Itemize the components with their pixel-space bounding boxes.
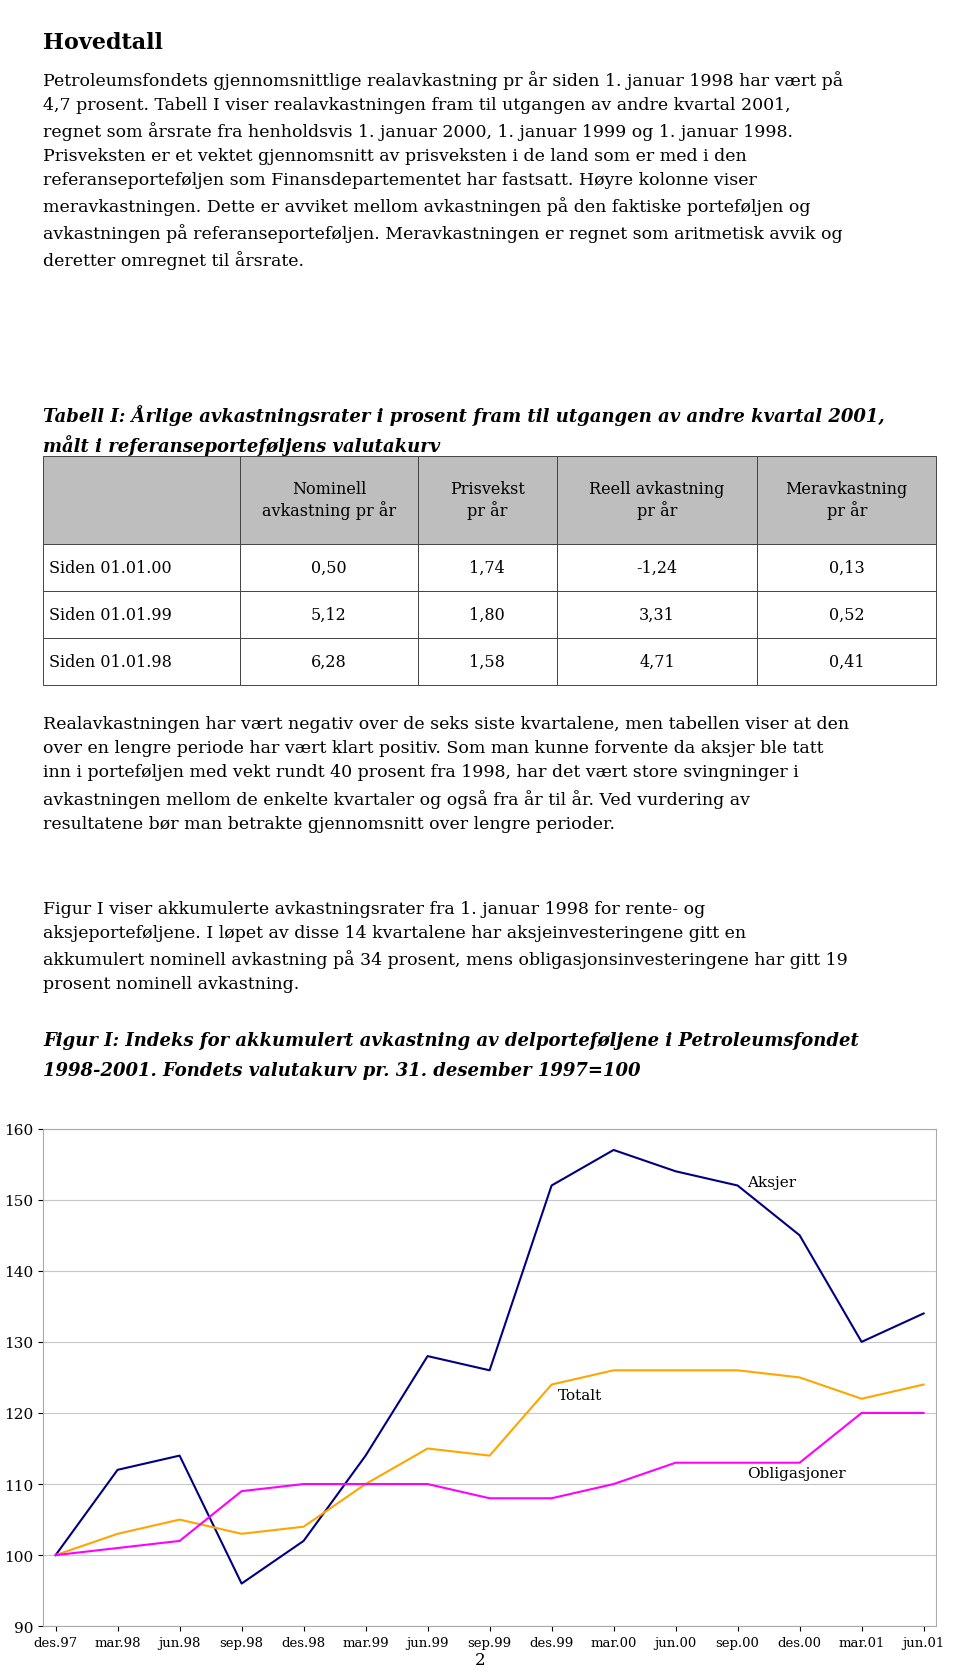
Text: 1,80: 1,80 bbox=[469, 606, 505, 623]
Text: 2: 2 bbox=[474, 1651, 486, 1668]
Text: Meravkastning
pr år: Meravkastning pr år bbox=[785, 480, 908, 521]
Text: -1,24: -1,24 bbox=[636, 559, 678, 576]
Text: 0,41: 0,41 bbox=[828, 654, 865, 670]
Text: 1,58: 1,58 bbox=[469, 654, 505, 670]
Text: Nominell
avkastning pr år: Nominell avkastning pr år bbox=[262, 480, 396, 521]
Text: Figur I: Indeks for akkumulert avkastning av delporteføljene i Petroleumsfondet: Figur I: Indeks for akkumulert avkastnin… bbox=[43, 1032, 859, 1050]
Text: Siden 01.01.00: Siden 01.01.00 bbox=[49, 559, 172, 576]
Text: Realavkastningen har vært negativ over de seks siste kvartalene, men tabellen vi: Realavkastningen har vært negativ over d… bbox=[43, 716, 850, 832]
Text: 0,50: 0,50 bbox=[311, 559, 347, 576]
Text: 0,13: 0,13 bbox=[828, 559, 865, 576]
Text: 1,74: 1,74 bbox=[469, 559, 505, 576]
Text: 4,71: 4,71 bbox=[639, 654, 675, 670]
Text: 1998-2001. Fondets valutakurv pr. 31. desember 1997=100: 1998-2001. Fondets valutakurv pr. 31. de… bbox=[43, 1062, 640, 1080]
Text: 0,52: 0,52 bbox=[828, 606, 865, 623]
Text: 6,28: 6,28 bbox=[311, 654, 347, 670]
Text: Obligasjoner: Obligasjoner bbox=[747, 1467, 846, 1480]
Text: Siden 01.01.99: Siden 01.01.99 bbox=[49, 606, 172, 623]
Text: Hovedtall: Hovedtall bbox=[43, 32, 163, 54]
Text: 3,31: 3,31 bbox=[639, 606, 675, 623]
Text: Prisvekst
pr år: Prisvekst pr år bbox=[450, 480, 525, 521]
Text: målt i referanseporteføljens valutakurv: målt i referanseporteføljens valutakurv bbox=[43, 435, 441, 455]
Text: Tabell I: Årlige avkastningsrater i prosent fram til utgangen av andre kvartal 2: Tabell I: Årlige avkastningsrater i pros… bbox=[43, 405, 885, 425]
Text: Petroleumsfondets gjennomsnittlige realavkastning pr år siden 1. januar 1998 har: Petroleumsfondets gjennomsnittlige reala… bbox=[43, 71, 843, 270]
Text: 5,12: 5,12 bbox=[311, 606, 347, 623]
Text: Figur I viser akkumulerte avkastningsrater fra 1. januar 1998 for rente- og
aksj: Figur I viser akkumulerte avkastningsrat… bbox=[43, 900, 848, 993]
Text: Aksjer: Aksjer bbox=[747, 1176, 796, 1189]
Text: Reell avkastning
pr år: Reell avkastning pr år bbox=[589, 480, 725, 521]
Text: Totalt: Totalt bbox=[558, 1388, 602, 1403]
Text: Siden 01.01.98: Siden 01.01.98 bbox=[49, 654, 172, 670]
